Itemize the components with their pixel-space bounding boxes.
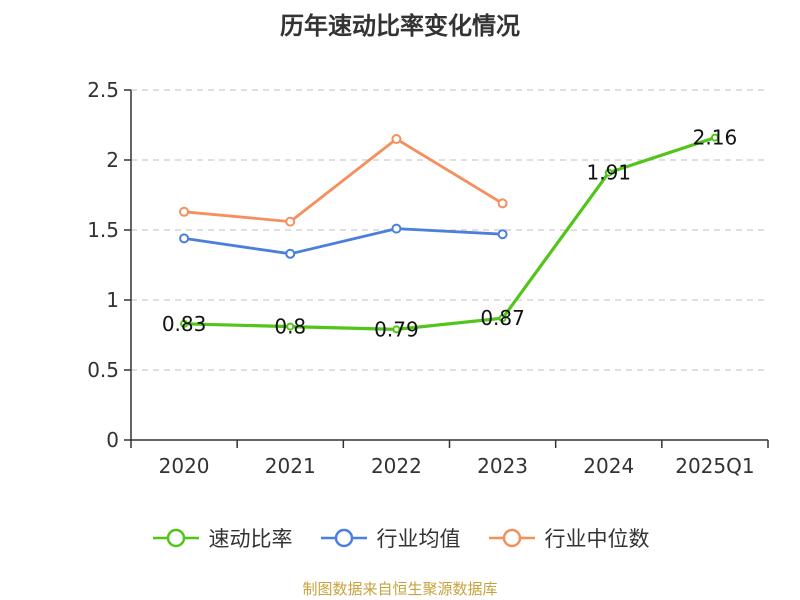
y-tick-label: 0 bbox=[106, 428, 119, 452]
x-tick-label: 2025Q1 bbox=[675, 454, 754, 478]
data-point bbox=[497, 198, 508, 209]
chart-title: 历年速动比率变化情况 bbox=[280, 12, 520, 40]
x-tick-label: 2024 bbox=[583, 454, 634, 478]
y-tick-label: 2 bbox=[106, 148, 119, 172]
series-line bbox=[182, 227, 504, 256]
data-label: 0.79 bbox=[374, 317, 419, 341]
data-point bbox=[391, 223, 402, 234]
y-tick-label: 2.5 bbox=[87, 78, 119, 102]
legend-item[interactable]: 行业中位数 bbox=[487, 523, 650, 553]
series-line bbox=[182, 136, 717, 331]
x-tick-label: 2020 bbox=[159, 454, 210, 478]
data-point bbox=[179, 233, 190, 244]
data-label: 0.87 bbox=[480, 306, 525, 330]
data-label: 0.83 bbox=[162, 312, 207, 336]
data-point bbox=[286, 322, 295, 331]
data-point bbox=[391, 134, 402, 144]
data-point bbox=[392, 325, 401, 334]
data-point bbox=[497, 229, 508, 240]
legend-label: 速动比率 bbox=[208, 527, 293, 551]
data-label: 1.91 bbox=[586, 161, 631, 185]
legend-marker-icon bbox=[152, 528, 199, 548]
legend-item[interactable]: 速动比率 bbox=[151, 523, 293, 553]
data-label: 2.16 bbox=[693, 126, 738, 150]
legend-label: 行业均值 bbox=[376, 527, 461, 551]
data-point bbox=[285, 216, 296, 227]
source-note: 制图数据来自恒生聚源数据库 bbox=[302, 580, 498, 598]
data-label: 0.8 bbox=[274, 315, 306, 339]
x-tick-label: 2023 bbox=[477, 454, 528, 478]
legend-marker-icon bbox=[320, 528, 367, 548]
data-point bbox=[604, 168, 613, 177]
legend: 速动比率 行业均值 行业中位数 bbox=[0, 518, 800, 558]
legend-marker-icon bbox=[488, 528, 535, 548]
x-tick-label: 2021 bbox=[265, 454, 316, 478]
y-tick-label: 1.5 bbox=[87, 218, 119, 242]
data-point bbox=[710, 133, 719, 142]
data-point bbox=[180, 319, 189, 328]
legend-label: 行业中位数 bbox=[544, 527, 650, 551]
y-tick-label: 0.5 bbox=[87, 358, 119, 382]
data-point bbox=[498, 314, 507, 323]
legend-item[interactable]: 行业均值 bbox=[319, 523, 461, 553]
x-tick-label: 2022 bbox=[371, 454, 422, 478]
y-tick-label: 1 bbox=[106, 288, 119, 312]
series-line bbox=[182, 137, 504, 223]
data-point bbox=[179, 206, 190, 217]
data-point bbox=[285, 248, 296, 259]
